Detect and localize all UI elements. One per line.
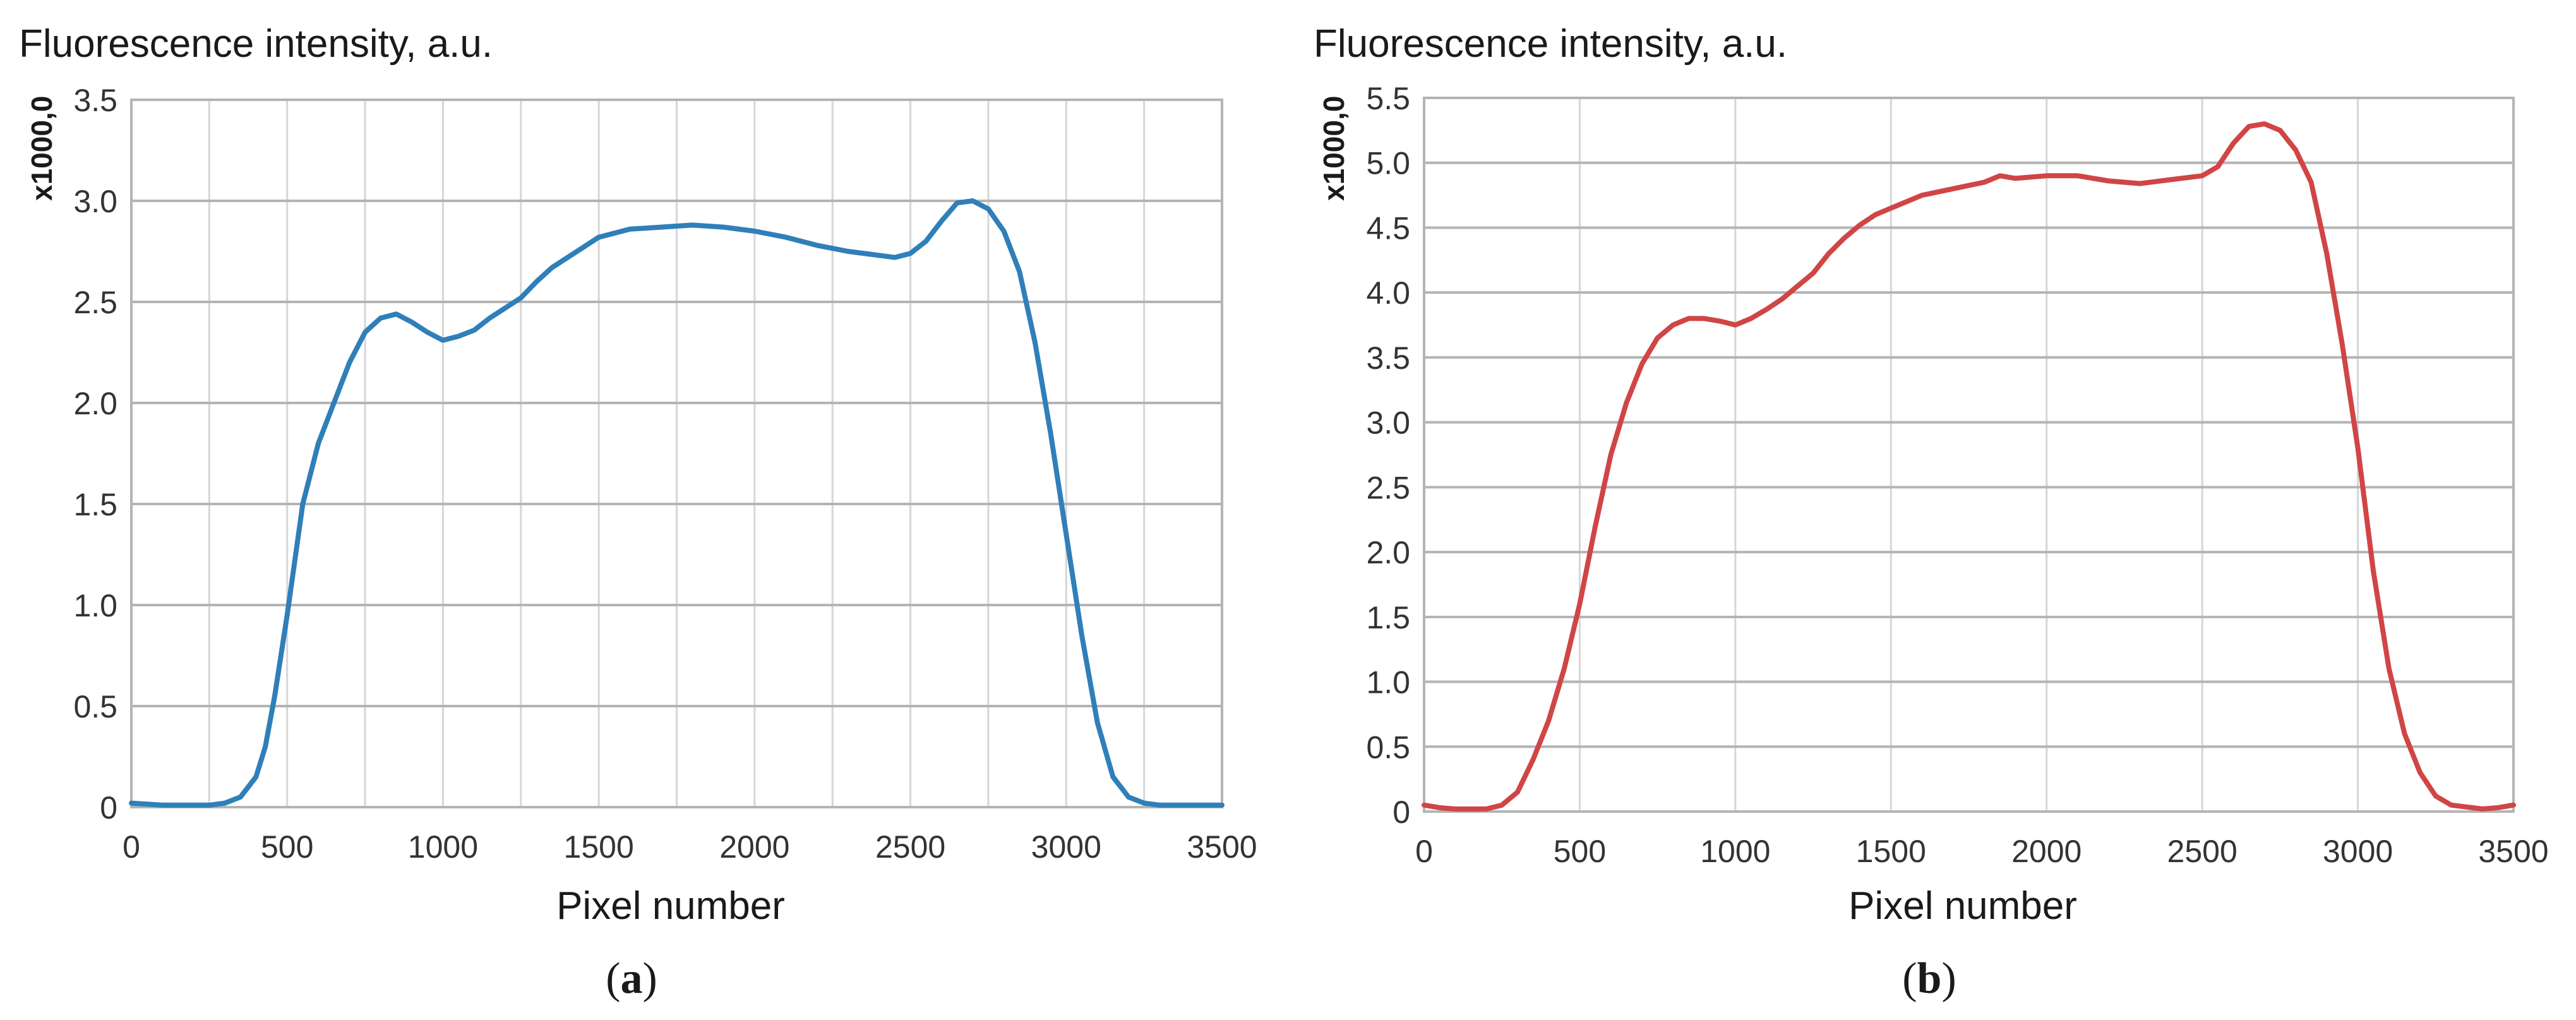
caption-open-paren: (	[1902, 954, 1917, 1003]
x-tick-label: 3500	[1187, 829, 1257, 865]
y-tick-label: 0	[1393, 795, 1410, 830]
x-tick-label: 0	[123, 829, 140, 865]
plot-border	[1423, 97, 2515, 813]
x-tick-label: 2500	[875, 829, 945, 865]
chart-a: Fluorescence intensity, a.u. x1000,0 Pix…	[19, 22, 1257, 1003]
y-tick-label: 0.5	[1366, 729, 1410, 765]
x-tick-label: 3000	[1031, 829, 1101, 865]
panel-caption: (a)	[606, 954, 657, 1003]
y-tick-label: 3.0	[1366, 405, 1410, 441]
y-tick-label: 5.5	[1366, 81, 1410, 116]
y-tick-label: 2.0	[1366, 535, 1410, 570]
y-tick-label: 3.0	[73, 184, 117, 219]
y-axis-title: Fluorescence intensity, a.u.	[19, 22, 493, 66]
caption-letter: a	[621, 954, 643, 1003]
y-tick-label: 0.5	[73, 689, 117, 724]
y-tick-label: 2.5	[73, 285, 117, 320]
plot-area: 0 0.5 1.0 1.5 2.0 2.5 3.0 3.5 4.0 4.5 5.0 5.5 0 500 10…	[1366, 81, 2548, 869]
x-tick-label: 1500	[564, 829, 634, 865]
x-tick-label: 500	[1554, 834, 1606, 869]
caption-close-paren: )	[1941, 954, 1956, 1003]
y-axis-title: Fluorescence intensity, a.u.	[1314, 22, 1787, 66]
y-tick-label: 2.0	[73, 386, 117, 421]
caption-open-paren: (	[606, 954, 620, 1003]
y-tick-label: 4.5	[1366, 210, 1410, 246]
y-tick-label: 3.5	[73, 83, 117, 118]
plot-area: 0 0.5 1.0 1.5 2.0 2.5 3.0 3.5 0 500 1000 1500 2000 25…	[73, 83, 1257, 865]
x-tick-label: 0	[1415, 834, 1433, 869]
x-tick-label: 2500	[2167, 834, 2238, 869]
y-tick-label: 2.5	[1366, 470, 1410, 505]
y-scale-label: x1000,0	[25, 96, 58, 201]
y-tick-label: 1.0	[73, 588, 117, 623]
y-tick-label: 4.0	[1366, 275, 1410, 311]
y-scale-label: x1000,0	[1317, 96, 1350, 201]
x-tick-label: 3500	[2478, 834, 2548, 869]
y-tick-label: 3.5	[1366, 340, 1410, 376]
y-tick-label: 1.0	[1366, 665, 1410, 700]
panel-caption: (b)	[1902, 954, 1956, 1003]
y-tick-label: 5.0	[1366, 146, 1410, 181]
x-axis-title: Pixel number	[1848, 884, 2077, 928]
x-tick-label: 1000	[408, 829, 478, 865]
caption-close-paren: )	[643, 954, 657, 1003]
x-tick-label: 3000	[2323, 834, 2393, 869]
x-axis-title: Pixel number	[556, 884, 785, 928]
x-tick-label: 1000	[1700, 834, 1770, 869]
x-tick-label: 2000	[2011, 834, 2082, 869]
series-line-a	[129, 198, 1225, 808]
y-tick-label: 1.5	[1366, 600, 1410, 635]
x-tick-label: 500	[261, 829, 313, 865]
y-tick-label: 1.5	[73, 487, 117, 522]
y-tick-label: 0	[100, 790, 117, 825]
x-tick-label: 2000	[719, 829, 789, 865]
plot-border	[130, 99, 1223, 808]
series-line-b	[1422, 121, 2516, 812]
caption-letter: b	[1917, 954, 1942, 1003]
x-tick-label: 1500	[1856, 834, 1926, 869]
